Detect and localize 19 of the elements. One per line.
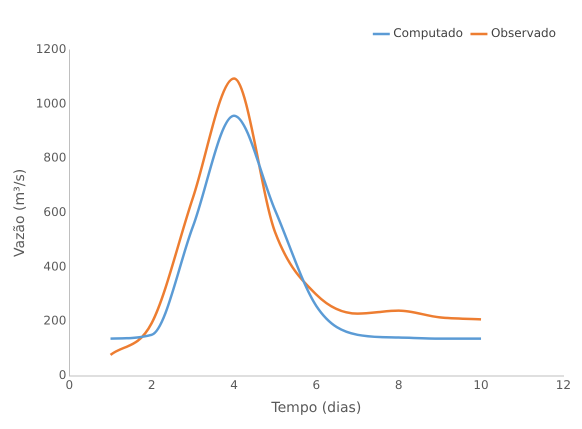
line-series	[109, 77, 482, 356]
legend-label: Computado	[393, 26, 463, 40]
y-tick-label: 800	[43, 150, 66, 165]
y-tick-label: 1200	[36, 42, 66, 56]
x-tick-label: 4	[230, 378, 238, 392]
x-tick-label: 2	[148, 378, 156, 392]
y-tick-label: 1000	[36, 96, 66, 110]
x-tick-label: 6	[312, 378, 320, 392]
y-tick-label: 200	[43, 314, 66, 328]
legend-label: Observado	[490, 26, 556, 40]
y-tick-label: 400	[43, 259, 66, 274]
x-tick-label: 12	[556, 378, 572, 392]
y-axis-title: Vazão (m³/s)	[12, 168, 28, 257]
x-tick-label: 8	[394, 378, 403, 392]
x-tick-label: 10	[473, 378, 489, 392]
y-tick-label: 0	[58, 368, 66, 382]
x-axis-title: Tempo (dias)	[270, 400, 362, 416]
line-series	[109, 114, 482, 340]
y-tick-label: 600	[43, 205, 66, 220]
